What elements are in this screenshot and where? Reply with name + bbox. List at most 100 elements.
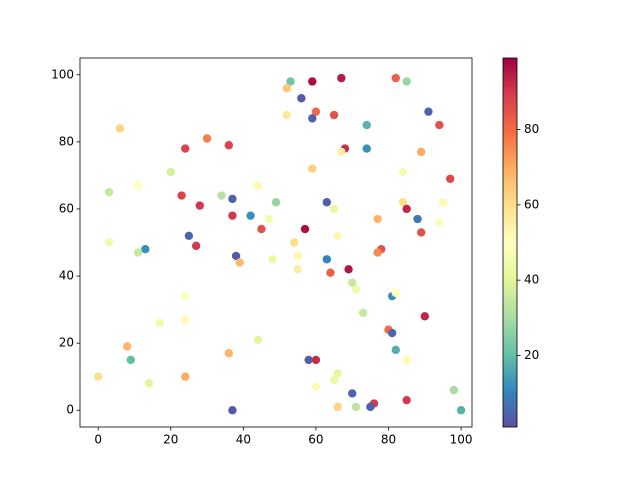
point (416, 228, 426, 237)
point (387, 328, 397, 338)
point (456, 406, 466, 415)
x-tick-label: 40 (236, 433, 251, 447)
y-tick-label: 80 (59, 134, 74, 148)
point (329, 375, 339, 385)
point (351, 285, 361, 294)
point (286, 77, 295, 86)
point (322, 198, 332, 207)
x-tick-label: 0 (94, 433, 102, 447)
point (344, 265, 353, 274)
point (416, 147, 426, 157)
point (351, 402, 361, 412)
point (271, 198, 281, 207)
point (289, 238, 299, 247)
point (126, 355, 136, 365)
point (224, 141, 234, 150)
point (257, 224, 266, 234)
point (224, 349, 234, 358)
x-tick-label: 20 (163, 433, 178, 447)
point (228, 211, 237, 220)
point (373, 214, 382, 224)
point (438, 198, 448, 207)
axes-frame (79, 57, 473, 428)
point (308, 77, 317, 86)
point (166, 167, 175, 177)
point (358, 308, 368, 318)
point (333, 369, 342, 378)
colorbar (502, 57, 518, 428)
point (402, 204, 411, 214)
point (402, 355, 411, 365)
point (304, 355, 313, 365)
point (413, 214, 422, 224)
x-tick-label: 100 (450, 433, 473, 447)
point (362, 120, 371, 130)
point (246, 211, 255, 220)
point (184, 231, 194, 240)
point (141, 245, 150, 254)
point (191, 241, 201, 251)
x-tick-label: 80 (381, 433, 396, 447)
point (348, 278, 357, 287)
colorbar-tick-label: 60 (524, 197, 539, 211)
point (231, 251, 241, 261)
point (282, 83, 292, 93)
point (253, 181, 263, 190)
point (282, 110, 292, 120)
point (435, 218, 444, 227)
colorbar-tick-label: 20 (524, 348, 539, 362)
point (300, 224, 310, 234)
colorbar-tick-label: 80 (524, 122, 539, 136)
point (398, 198, 408, 207)
point (122, 342, 132, 351)
point (446, 174, 455, 183)
point (424, 107, 433, 116)
point (402, 77, 411, 86)
point (155, 318, 165, 328)
point (181, 372, 190, 381)
point (202, 134, 212, 143)
point (308, 114, 317, 123)
point (348, 389, 357, 398)
y-tick-label: 100 (51, 67, 74, 81)
point (420, 312, 430, 321)
point (144, 379, 154, 388)
point (228, 194, 237, 204)
point (235, 258, 244, 267)
point (391, 73, 400, 83)
y-tick-label: 60 (59, 201, 74, 215)
point (195, 201, 204, 210)
point (228, 406, 237, 415)
point (362, 144, 371, 153)
x-tick-label: 60 (308, 433, 323, 447)
point (449, 385, 459, 395)
point (268, 255, 277, 264)
point (326, 268, 335, 277)
point (333, 231, 342, 240)
point (293, 251, 302, 261)
point (308, 164, 317, 173)
point (93, 372, 103, 381)
point (104, 238, 114, 247)
point (104, 187, 114, 197)
colorbar-tick-label: 40 (524, 273, 539, 287)
point (181, 291, 190, 301)
point (177, 191, 186, 200)
point (293, 265, 302, 274)
point (337, 73, 346, 83)
point (373, 248, 382, 257)
point (337, 147, 346, 157)
y-tick-label: 20 (59, 336, 74, 350)
point (398, 167, 408, 177)
point (264, 214, 273, 224)
point (133, 248, 143, 257)
point (391, 288, 400, 298)
point (322, 255, 332, 264)
point (329, 204, 339, 214)
point (181, 315, 190, 324)
point (253, 335, 263, 344)
point (402, 395, 411, 405)
point (311, 382, 321, 391)
